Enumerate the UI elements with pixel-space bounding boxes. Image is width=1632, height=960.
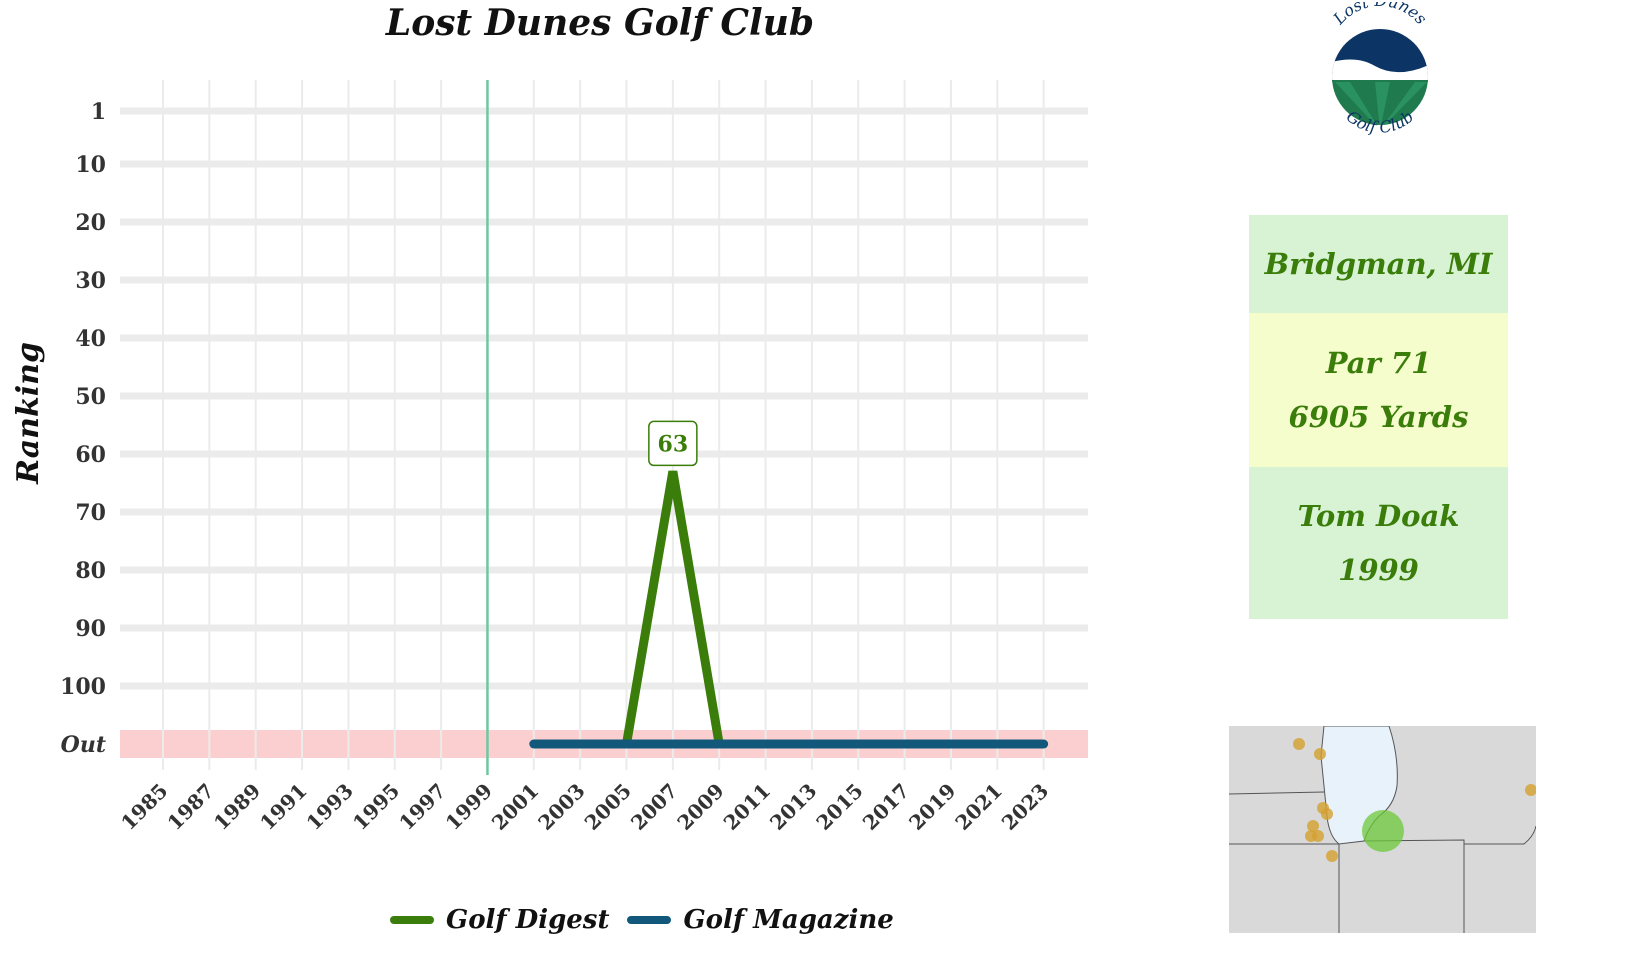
legend-item-golf-magazine: Golf Magazine [627, 905, 894, 935]
data-label: 63 [658, 431, 689, 457]
x-tick-label: 2001 [487, 779, 543, 835]
club-logo: Lost Dunes Golf Club [1329, 2, 1431, 137]
location-box: Bridgman, MI [1249, 215, 1508, 313]
y-tick-label: 40 [75, 326, 106, 352]
y-tick-label: 10 [75, 152, 106, 178]
x-tick-label: 2009 [672, 779, 728, 835]
architect-text: Tom Doak [1297, 499, 1460, 533]
chart-title: Lost Dunes Golf Club [385, 2, 815, 44]
data-label-box [648, 420, 698, 467]
x-tick-label: 2007 [626, 779, 682, 835]
legend-label-magazine: Golf Magazine [683, 905, 894, 935]
legend-swatch-magazine [627, 916, 672, 924]
logo-top-text: Lost Dunes [1329, 2, 1431, 29]
x-tick-label: 1987 [163, 779, 219, 835]
x-tick-label: 2017 [858, 779, 914, 835]
x-tick-label: 2013 [765, 779, 821, 835]
x-tick-label: 1997 [394, 779, 450, 835]
location-text: Bridgman, MI [1264, 247, 1493, 281]
y-axis-label: Ranking [11, 342, 46, 485]
x-tick-label: 1985 [116, 779, 172, 835]
x-tick-label: 1989 [209, 779, 265, 835]
series-line-golf-digest [622, 470, 724, 749]
x-tick-label: 2021 [950, 779, 1006, 835]
x-tick-label: 1991 [255, 779, 311, 835]
opened-year-text: 1999 [1338, 553, 1419, 587]
x-tick-label: 2015 [811, 779, 867, 835]
svg-text:Lost Dunes: Lost Dunes [1329, 2, 1431, 29]
yards-text: 6905 Yards [1288, 400, 1469, 434]
y-tick-label: 90 [75, 616, 106, 642]
y-tick-label: 100 [60, 674, 106, 700]
x-tick-label: 2003 [533, 779, 589, 835]
y-tick-label: 50 [75, 384, 106, 410]
y-tick-label: 70 [75, 500, 106, 526]
x-tick-label: 2005 [580, 779, 636, 835]
y-tick-label: 20 [75, 210, 106, 236]
y-tick-label: Out [61, 732, 106, 758]
x-tick-label: 2019 [904, 779, 960, 835]
y-tick-label: 30 [75, 268, 106, 294]
y-tick-label: 80 [75, 558, 106, 584]
location-map [1229, 726, 1536, 933]
legend-swatch-digest [390, 916, 434, 924]
x-tick-label: 2023 [997, 779, 1053, 835]
legend-item-golf-digest: Golf Digest [390, 905, 609, 935]
course-stats-box: Par 71 6905 Yards [1249, 313, 1508, 467]
chart-legend: Golf Digest Golf Magazine [390, 900, 894, 940]
x-tick-label: 1995 [348, 779, 404, 835]
architect-box: Tom Doak 1999 [1249, 467, 1508, 619]
legend-label-digest: Golf Digest [446, 905, 610, 935]
x-tick-label: 1993 [302, 779, 358, 835]
y-tick-label: 1 [91, 99, 106, 125]
par-text: Par 71 [1325, 346, 1432, 380]
y-tick-label: 60 [75, 442, 106, 468]
x-tick-label: 1999 [441, 779, 497, 835]
course-location-marker [1362, 810, 1404, 852]
x-tick-label: 2011 [719, 779, 775, 835]
